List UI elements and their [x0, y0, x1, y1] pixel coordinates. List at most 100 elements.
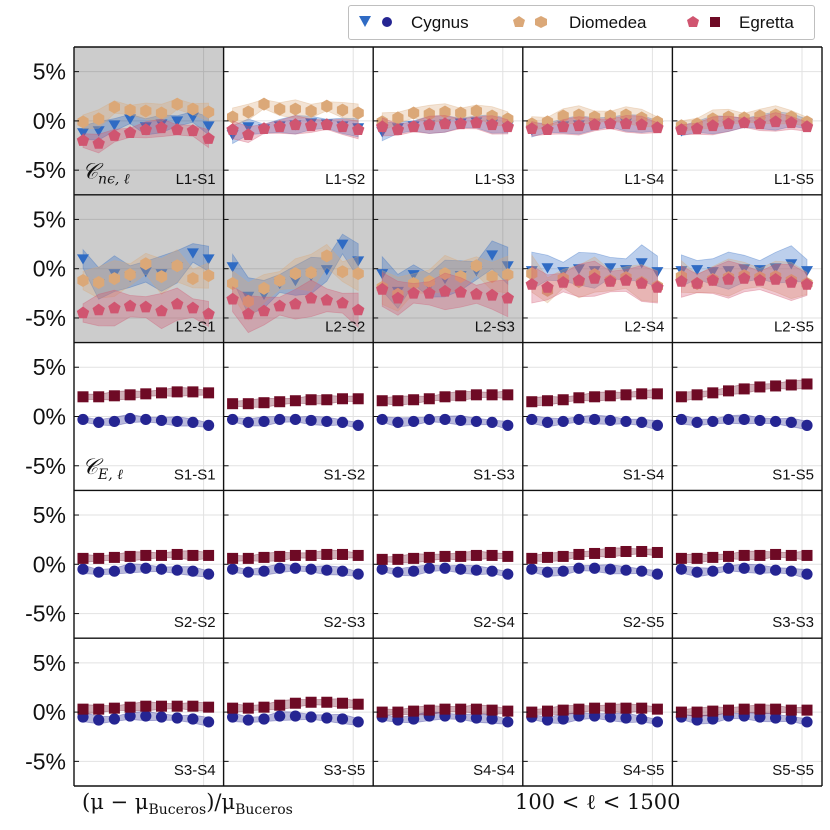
data-point — [124, 550, 136, 562]
data-point — [455, 550, 467, 562]
data-point — [155, 270, 168, 284]
data-point — [573, 108, 585, 122]
data-point — [408, 705, 420, 717]
data-point — [526, 396, 538, 408]
data-point — [573, 548, 585, 560]
data-point — [108, 129, 121, 141]
data-point — [352, 698, 364, 710]
panel-label: L2-S2 — [325, 319, 365, 336]
data-point — [407, 270, 420, 281]
data-point — [769, 263, 782, 274]
series-cygnus — [77, 412, 215, 431]
data-point — [620, 545, 632, 557]
legend-marker-diomedea — [513, 16, 547, 28]
data-point — [801, 378, 813, 390]
data-point — [573, 392, 585, 404]
data-point — [526, 706, 538, 718]
y-tick-label: -5% — [25, 601, 66, 627]
data-point — [541, 115, 554, 129]
y-tick-label: 0% — [33, 404, 66, 430]
data-point — [455, 563, 467, 575]
data-point — [470, 287, 483, 300]
data-point — [801, 549, 813, 561]
data-point — [336, 103, 349, 117]
data-point — [408, 277, 420, 290]
data-point — [423, 118, 436, 131]
y-tick-label: 5% — [33, 650, 66, 676]
data-point — [92, 303, 105, 316]
legend-marker-cygnus — [359, 16, 392, 27]
data-point — [572, 119, 586, 132]
data-point — [124, 412, 136, 425]
data-point — [801, 716, 813, 728]
panel-s4-s5: S4-S5 — [522, 638, 673, 786]
y-tick-label: 5% — [33, 59, 66, 85]
series-egretta — [376, 703, 514, 718]
data-point — [305, 266, 317, 280]
data-point — [573, 562, 585, 574]
data-point — [526, 413, 538, 426]
data-point — [124, 701, 136, 713]
data-point — [620, 415, 632, 428]
data-point — [486, 416, 498, 429]
data-point — [502, 389, 514, 401]
data-point — [140, 257, 152, 271]
data-point — [501, 261, 514, 272]
y-tick-label: -5% — [25, 453, 66, 479]
data-point — [706, 119, 719, 132]
data-point — [691, 566, 703, 578]
data-point — [108, 702, 120, 714]
data-point — [753, 117, 767, 130]
data-point — [707, 387, 719, 399]
panel-label: S2-S2 — [174, 614, 216, 631]
data-point — [187, 713, 199, 725]
data-point — [604, 563, 616, 575]
data-point — [408, 106, 420, 120]
series-cygnus — [376, 710, 514, 728]
y-tick-label: -5% — [25, 305, 66, 331]
data-point — [754, 381, 766, 393]
legend-label-diomedea: Diomedea — [569, 13, 647, 32]
data-point — [337, 393, 348, 405]
data-point — [258, 713, 270, 725]
data-point — [155, 106, 168, 120]
data-point — [785, 713, 797, 725]
data-point — [93, 566, 105, 578]
data-point — [801, 704, 813, 716]
data-point — [124, 562, 136, 574]
data-point — [486, 704, 498, 716]
data-point — [140, 413, 152, 426]
data-point — [108, 120, 121, 131]
data-point — [124, 268, 136, 282]
data-point — [304, 291, 318, 304]
data-point — [203, 568, 215, 580]
series-egretta — [226, 279, 365, 334]
data-point — [785, 259, 798, 270]
data-point — [470, 549, 482, 561]
data-point — [392, 395, 404, 407]
data-point — [526, 552, 538, 564]
y-tick-label: 5% — [33, 354, 66, 380]
data-point — [171, 415, 183, 428]
series-egretta — [675, 378, 813, 403]
data-point — [486, 389, 498, 401]
series-cygnus — [675, 413, 813, 431]
data-point — [785, 549, 797, 561]
data-point — [227, 563, 239, 575]
data-point — [352, 303, 365, 316]
data-point — [675, 413, 688, 426]
data-point — [651, 121, 664, 134]
data-point — [635, 277, 648, 289]
legend-marker-egretta — [687, 16, 720, 27]
panel-s3-s5: S3-S5 — [223, 638, 374, 786]
series-egretta — [227, 548, 364, 564]
data-point — [651, 703, 663, 715]
data-point — [754, 549, 766, 561]
data-point — [502, 419, 514, 431]
data-point — [289, 276, 302, 287]
data-point — [470, 712, 482, 724]
data-point — [124, 103, 136, 117]
data-point — [423, 393, 435, 405]
data-point — [589, 547, 601, 559]
series-diomedea — [227, 243, 364, 321]
